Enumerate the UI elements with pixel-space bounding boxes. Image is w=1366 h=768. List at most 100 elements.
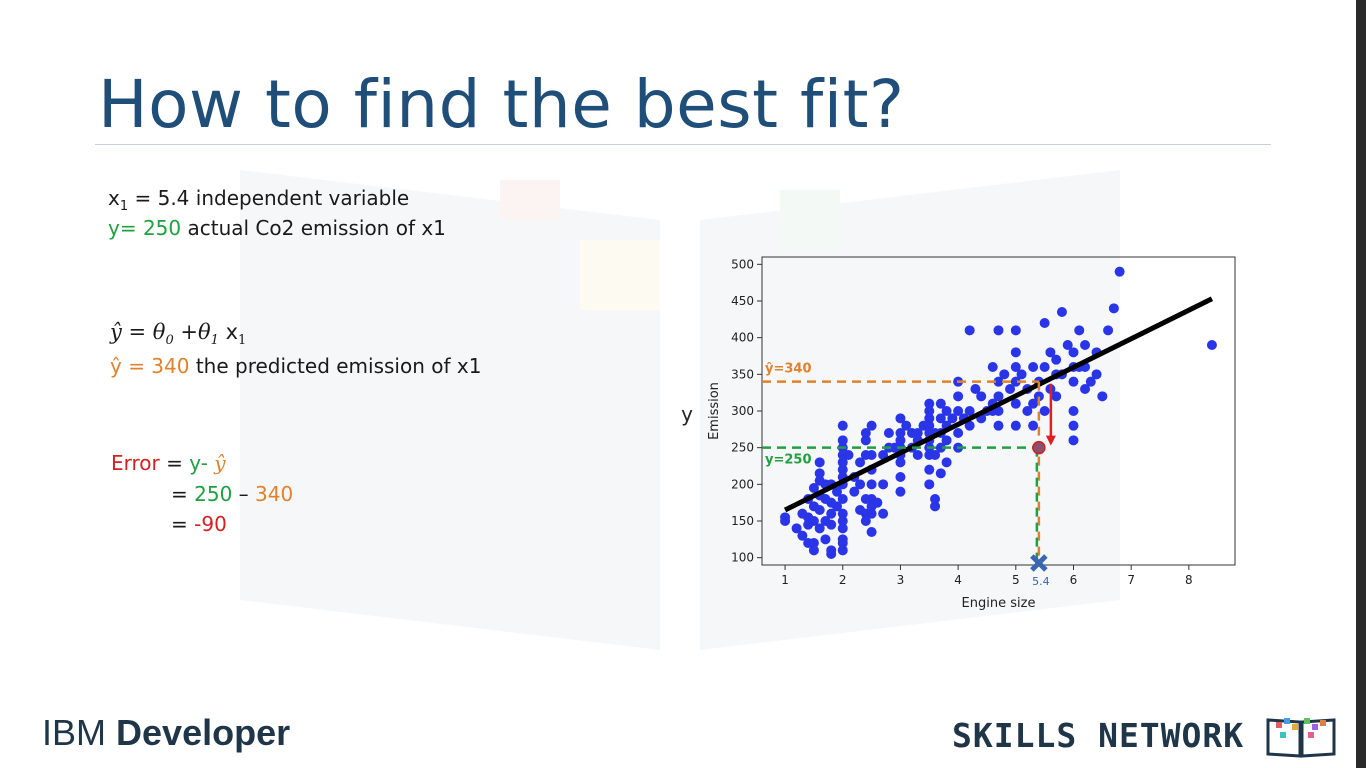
- data-point: [831, 486, 842, 497]
- data-point: [976, 391, 987, 402]
- outer-y-label: y: [681, 402, 693, 426]
- error-line2-eq: =: [171, 482, 195, 506]
- error-line2-minus: –: [232, 482, 256, 506]
- data-point: [855, 505, 866, 515]
- data-point: [866, 450, 877, 460]
- y-value: y= 250: [108, 216, 182, 240]
- data-point: [924, 420, 935, 431]
- error-y: y-: [189, 451, 208, 475]
- data-point: [826, 519, 837, 530]
- data-point: [872, 497, 883, 508]
- data-point: [889, 442, 900, 453]
- data-point: [1039, 362, 1050, 372]
- x1-definition: x1 = 5.4 independent variable: [108, 186, 409, 214]
- error-eq: =: [159, 451, 190, 475]
- data-point: [866, 527, 877, 537]
- y-definition: y= 250 actual Co2 emission of x1: [108, 216, 446, 240]
- data-point: [895, 413, 906, 424]
- scatter-chart: 1 2 3 4 5 6 7 8 100 150 200 250 300 350 400 450 500 Engin…: [681, 256, 1236, 611]
- x-tick-label: 5: [1012, 573, 1020, 587]
- data-point: [1033, 391, 1044, 402]
- data-point: [1068, 420, 1079, 431]
- data-point: [1010, 376, 1021, 387]
- data-point: [993, 391, 1004, 402]
- data-point: [993, 406, 1004, 416]
- skills-network-book-icon: [1266, 718, 1336, 758]
- data-point: [855, 479, 866, 490]
- data-point: [1039, 318, 1050, 328]
- data-point: [1028, 420, 1039, 431]
- y-tick-label: 200: [731, 477, 754, 491]
- data-point: [1080, 340, 1091, 350]
- x-value-label: 5.4: [1032, 575, 1050, 588]
- data-point: [993, 420, 1004, 431]
- data-point: [837, 457, 848, 468]
- data-point: [924, 479, 935, 490]
- data-point: [837, 523, 848, 534]
- data-point: [878, 479, 889, 490]
- error-line3-val: -90: [194, 512, 227, 536]
- data-point: [837, 420, 848, 431]
- data-point: [860, 516, 871, 526]
- error-yhat: ŷ: [207, 451, 226, 475]
- data-point: [953, 428, 964, 438]
- data-point: [866, 420, 877, 431]
- x-value-marker: [1030, 554, 1048, 572]
- data-point: [780, 512, 791, 523]
- y-axis-label: Emission: [707, 382, 722, 440]
- data-point: [1068, 376, 1079, 387]
- data-point: [895, 428, 906, 438]
- data-point: [953, 391, 964, 402]
- x-tick-label: 8: [1185, 573, 1193, 587]
- data-point: [964, 406, 975, 416]
- data-point: [1068, 435, 1079, 446]
- data-point: [895, 457, 906, 468]
- data-point: [964, 420, 975, 431]
- formula-subx: 1: [238, 333, 247, 349]
- data-point: [941, 457, 952, 468]
- data-point: [837, 464, 848, 475]
- error-line2-a: 250: [194, 482, 233, 506]
- data-point: [930, 450, 941, 460]
- error-line2-b: 340: [255, 482, 294, 506]
- data-point: [1010, 362, 1021, 372]
- data-point: [878, 508, 889, 519]
- data-point: [837, 545, 848, 556]
- data-point: [1062, 340, 1073, 350]
- formula-x: x: [218, 320, 239, 344]
- data-point: [866, 479, 877, 490]
- yhat-definition: ŷ = 340 the predicted emission of x1: [110, 354, 481, 378]
- data-point: [860, 428, 871, 438]
- data-point: [1068, 347, 1079, 358]
- formula-sub1: 1: [210, 333, 219, 349]
- y-tick-label: 100: [731, 551, 754, 565]
- data-point: [837, 538, 848, 548]
- data-point: [1080, 384, 1091, 394]
- data-point: [930, 494, 941, 504]
- data-point: [941, 406, 952, 416]
- data-point: [820, 534, 831, 545]
- data-point: [1051, 354, 1062, 365]
- regression-line: [783, 296, 1214, 513]
- data-point: [935, 442, 946, 453]
- data-point: [1028, 362, 1039, 372]
- data-point: [924, 413, 935, 424]
- data-point: [1114, 266, 1125, 277]
- x1-sub: 1: [119, 199, 129, 214]
- data-point: [808, 483, 819, 493]
- actual-point-highlight: [1032, 440, 1046, 455]
- y-tick-label: 500: [731, 257, 754, 271]
- y-tick-label: 250: [731, 441, 754, 455]
- data-point: [947, 413, 958, 424]
- error-line-1: Error = y- ŷ: [111, 451, 226, 475]
- data-point: [1010, 325, 1021, 336]
- x1-var: x: [108, 186, 120, 210]
- y-rest: actual Co2 emission of x1: [181, 216, 446, 240]
- data-point: [1045, 347, 1056, 358]
- data-point: [912, 428, 923, 438]
- data-point: [855, 457, 866, 468]
- data-point: [1091, 369, 1102, 380]
- data-point: [953, 406, 964, 416]
- formula-lhs: ŷ = θ: [110, 320, 166, 344]
- data-point: [1108, 303, 1119, 314]
